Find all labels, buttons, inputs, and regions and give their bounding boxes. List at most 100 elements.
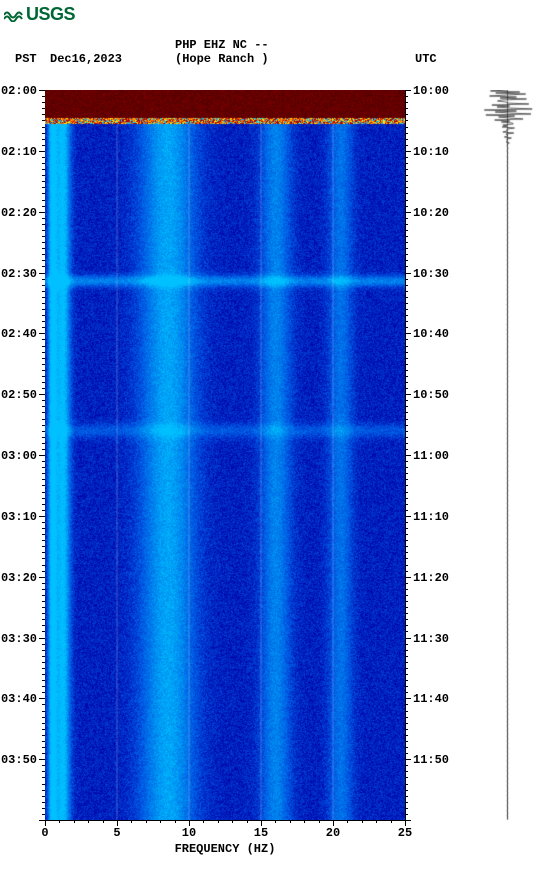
right-time-label: 10:50 bbox=[413, 388, 449, 402]
right-tick-minor bbox=[405, 565, 408, 566]
right-time-label: 11:10 bbox=[413, 510, 449, 524]
right-tick-major bbox=[405, 273, 411, 274]
right-tick-minor bbox=[405, 461, 408, 462]
right-tick-minor bbox=[405, 242, 408, 243]
left-tick-minor bbox=[42, 668, 45, 669]
left-tick-minor bbox=[42, 790, 45, 791]
date-label: Dec16,2023 bbox=[50, 52, 122, 66]
left-tick-minor bbox=[42, 193, 45, 194]
left-tick-minor bbox=[42, 127, 45, 128]
left-tick-minor bbox=[42, 297, 45, 298]
right-tick-minor bbox=[405, 108, 408, 109]
left-tick-minor bbox=[42, 206, 45, 207]
left-tick-minor bbox=[42, 601, 45, 602]
x-tick-label: 10 bbox=[182, 826, 196, 840]
right-tick-minor bbox=[405, 266, 408, 267]
right-tick-minor bbox=[405, 419, 408, 420]
right-tick-minor bbox=[405, 473, 408, 474]
right-tick-minor bbox=[405, 412, 408, 413]
left-tick-minor bbox=[42, 747, 45, 748]
right-tick-minor bbox=[405, 224, 408, 225]
right-tick-minor bbox=[405, 784, 408, 785]
right-tick-minor bbox=[405, 376, 408, 377]
right-tick-minor bbox=[405, 790, 408, 791]
left-tick-minor bbox=[42, 510, 45, 511]
left-tick-minor bbox=[42, 784, 45, 785]
right-tick-major bbox=[405, 333, 411, 334]
left-tick-minor bbox=[42, 680, 45, 681]
right-tick-minor bbox=[405, 765, 408, 766]
right-tick-minor bbox=[405, 808, 408, 809]
x-tick-minor bbox=[203, 820, 204, 823]
right-tick-minor bbox=[405, 492, 408, 493]
left-tick-minor bbox=[42, 400, 45, 401]
left-tick-minor bbox=[42, 741, 45, 742]
right-time-label: 10:40 bbox=[413, 327, 449, 341]
left-tick-minor bbox=[42, 796, 45, 797]
left-tick-minor bbox=[42, 674, 45, 675]
x-tick-minor bbox=[160, 820, 161, 823]
right-time-label: 10:00 bbox=[413, 84, 449, 98]
left-tick-minor bbox=[42, 352, 45, 353]
right-tick-minor bbox=[405, 583, 408, 584]
right-tick-minor bbox=[405, 406, 408, 407]
right-tick-minor bbox=[405, 814, 408, 815]
left-tick-minor bbox=[42, 753, 45, 754]
left-tick-minor bbox=[42, 723, 45, 724]
left-tick-minor bbox=[42, 260, 45, 261]
left-tick-minor bbox=[42, 571, 45, 572]
right-tick-minor bbox=[405, 723, 408, 724]
left-tick-minor bbox=[42, 631, 45, 632]
x-tick-minor bbox=[232, 820, 233, 823]
right-tick-minor bbox=[405, 485, 408, 486]
bottom-axis-line bbox=[45, 820, 405, 821]
right-tick-minor bbox=[405, 571, 408, 572]
left-tick-minor bbox=[42, 431, 45, 432]
right-tick-minor bbox=[405, 352, 408, 353]
right-tick-minor bbox=[405, 187, 408, 188]
right-tick-minor bbox=[405, 796, 408, 797]
left-time-label: 02:00 bbox=[1, 84, 37, 98]
left-tick-minor bbox=[42, 327, 45, 328]
left-tick-minor bbox=[42, 777, 45, 778]
left-tick-minor bbox=[42, 96, 45, 97]
left-tick-minor bbox=[42, 650, 45, 651]
left-time-label: 03:00 bbox=[1, 449, 37, 463]
left-tick-minor bbox=[42, 467, 45, 468]
right-tick-minor bbox=[405, 285, 408, 286]
right-tick-minor bbox=[405, 382, 408, 383]
right-tick-minor bbox=[405, 625, 408, 626]
right-tick-minor bbox=[405, 358, 408, 359]
left-tick-minor bbox=[42, 704, 45, 705]
right-tick-minor bbox=[405, 595, 408, 596]
left-tick-minor bbox=[42, 492, 45, 493]
x-tick-minor bbox=[362, 820, 363, 823]
left-tick-minor bbox=[42, 528, 45, 529]
left-tick-minor bbox=[42, 540, 45, 541]
right-tick-major bbox=[405, 394, 411, 395]
right-timezone-label: UTC bbox=[415, 52, 437, 66]
left-tick-minor bbox=[42, 437, 45, 438]
right-tick-minor bbox=[405, 704, 408, 705]
logo-text: USGS bbox=[26, 4, 75, 25]
right-tick-minor bbox=[405, 777, 408, 778]
left-tick-minor bbox=[42, 145, 45, 146]
left-tick-minor bbox=[42, 552, 45, 553]
right-tick-minor bbox=[405, 656, 408, 657]
left-tick-minor bbox=[42, 370, 45, 371]
right-tick-major bbox=[405, 212, 411, 213]
left-tick-major bbox=[39, 333, 45, 334]
x-tick-minor bbox=[146, 820, 147, 823]
left-tick-minor bbox=[42, 181, 45, 182]
left-tick-minor bbox=[42, 692, 45, 693]
left-tick-minor bbox=[42, 254, 45, 255]
left-tick-minor bbox=[42, 242, 45, 243]
right-tick-minor bbox=[405, 613, 408, 614]
right-tick-minor bbox=[405, 802, 408, 803]
left-tick-minor bbox=[42, 686, 45, 687]
right-tick-minor bbox=[405, 145, 408, 146]
right-tick-minor bbox=[405, 193, 408, 194]
x-tick-minor bbox=[247, 820, 248, 823]
left-tick-minor bbox=[42, 364, 45, 365]
frequency-axis-label: FREQUENCY (HZ) bbox=[45, 842, 405, 856]
